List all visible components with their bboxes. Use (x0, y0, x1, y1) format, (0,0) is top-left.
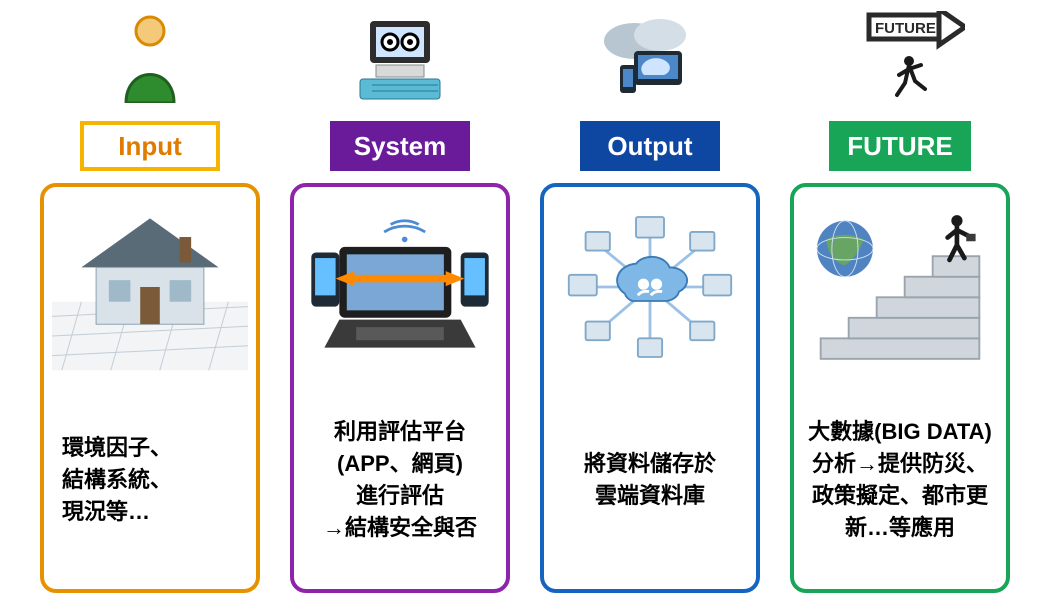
card-input: 環境因子、結構系統、現況等… (40, 183, 260, 593)
svg-text:FUTURE: FUTURE (875, 20, 936, 37)
house-blueprint-icon (52, 197, 248, 377)
col-output: Output (540, 8, 760, 593)
label-future-text: FUTURE (847, 131, 952, 162)
card-input-text: 環境因子、結構系統、現況等… (52, 377, 248, 583)
card-output-text: 將資料儲存於雲端資料庫 (552, 377, 748, 583)
laptop-phones-wifi-icon (302, 197, 498, 377)
person-icon (120, 8, 180, 103)
cloud-devices-icon (590, 8, 710, 103)
label-system-text: System (354, 131, 447, 162)
label-input: Input (80, 121, 220, 171)
label-system: System (330, 121, 470, 171)
card-future: 大數據(BIG DATA)分析→提供防災、政策擬定、都市更新…等應用 (790, 183, 1010, 593)
card-output: 將資料儲存於雲端資料庫 (540, 183, 760, 593)
card-system-text: 利用評估平台(APP、網頁)進行評估→結構安全與否 (302, 377, 498, 583)
cloud-network-icon (552, 197, 748, 377)
infographic-root: Input (0, 0, 1049, 614)
future-arrow-runner-icon: FUTURE (835, 8, 965, 103)
col-input: Input (40, 8, 260, 593)
card-system: 利用評估平台(APP、網頁)進行評估→結構安全與否 (290, 183, 510, 593)
label-output: Output (580, 121, 720, 171)
globe-stairs-man-icon (802, 197, 998, 377)
label-input-text: Input (118, 131, 182, 162)
card-future-text: 大數據(BIG DATA)分析→提供防災、政策擬定、都市更新…等應用 (802, 377, 998, 583)
col-system: System (290, 8, 510, 593)
label-future: FUTURE (829, 121, 970, 171)
columns-wrap: Input (40, 0, 1009, 593)
computer-robot-icon (350, 8, 450, 103)
col-future: FUTURE FUTURE (790, 8, 1010, 593)
label-output-text: Output (607, 131, 692, 162)
